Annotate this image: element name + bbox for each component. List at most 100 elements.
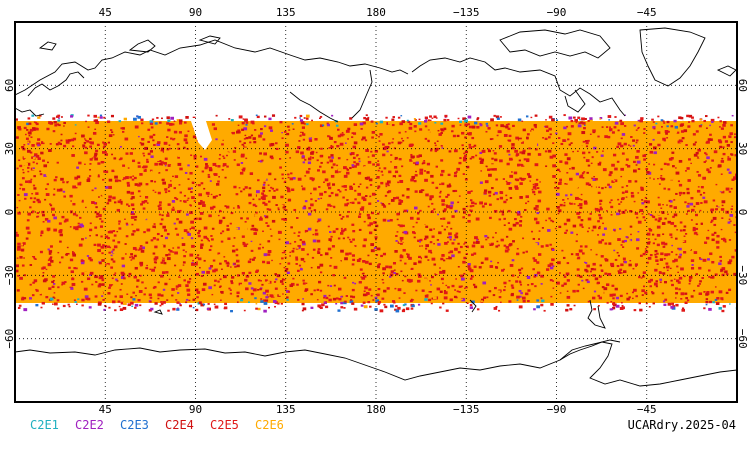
occultation-point bbox=[139, 304, 142, 307]
occultation-point bbox=[326, 161, 330, 164]
occultation-point bbox=[44, 217, 49, 221]
occultation-point bbox=[330, 191, 334, 195]
occultation-point bbox=[219, 278, 222, 281]
occultation-point bbox=[200, 246, 203, 249]
occultation-point bbox=[615, 304, 620, 308]
occultation-point bbox=[66, 217, 70, 220]
occultation-point bbox=[102, 246, 107, 250]
occultation-point bbox=[236, 295, 240, 298]
occultation-point bbox=[664, 217, 667, 220]
occultation-point bbox=[192, 182, 195, 184]
occultation-point bbox=[428, 249, 432, 253]
occultation-point bbox=[257, 179, 260, 182]
occultation-point bbox=[124, 185, 127, 188]
occultation-point bbox=[623, 142, 627, 146]
occultation-point bbox=[136, 279, 140, 282]
coastlines bbox=[15, 27, 737, 387]
occultation-point bbox=[374, 238, 377, 241]
occultation-point bbox=[392, 262, 397, 265]
occultation-point bbox=[601, 286, 605, 289]
occultation-point bbox=[190, 154, 193, 157]
occultation-point bbox=[216, 183, 220, 186]
occultation-point bbox=[248, 193, 252, 197]
occultation-point bbox=[338, 168, 342, 172]
occultation-point bbox=[588, 275, 591, 277]
occultation-point bbox=[528, 175, 532, 178]
occultation-point bbox=[214, 268, 218, 272]
occultation-point bbox=[728, 135, 732, 139]
occultation-point bbox=[665, 152, 669, 155]
occultation-point bbox=[242, 167, 246, 170]
occultation-point bbox=[729, 303, 731, 305]
occultation-point bbox=[552, 287, 555, 289]
occultation-point bbox=[182, 152, 185, 154]
occultation-point bbox=[248, 271, 252, 275]
occultation-point bbox=[669, 267, 672, 270]
occultation-point bbox=[67, 152, 71, 155]
occultation-point bbox=[290, 172, 293, 175]
occultation-point bbox=[566, 295, 571, 299]
occultation-point bbox=[464, 150, 468, 154]
occultation-point bbox=[95, 215, 99, 218]
occultation-point bbox=[369, 184, 373, 186]
occultation-point bbox=[521, 120, 524, 122]
occultation-point bbox=[174, 251, 178, 255]
occultation-point bbox=[463, 211, 467, 214]
occultation-point bbox=[353, 161, 356, 164]
occultation-point bbox=[592, 188, 594, 191]
occultation-point bbox=[530, 116, 533, 119]
occultation-point bbox=[156, 116, 159, 119]
occultation-point bbox=[362, 293, 367, 297]
coastline-antarctic-peninsula bbox=[559, 339, 621, 361]
occultation-point bbox=[525, 202, 528, 205]
occultation-point bbox=[241, 172, 245, 176]
occultation-point bbox=[398, 131, 401, 134]
occultation-point bbox=[166, 257, 171, 261]
occultation-point bbox=[478, 266, 482, 269]
occultation-point bbox=[641, 202, 645, 205]
occultation-point bbox=[287, 187, 291, 191]
occultation-point bbox=[268, 247, 272, 251]
occultation-point bbox=[79, 123, 83, 126]
occultation-point bbox=[543, 309, 546, 312]
occultation-point bbox=[287, 176, 290, 179]
occultation-point bbox=[217, 214, 220, 217]
occultation-point bbox=[339, 190, 342, 193]
occultation-point bbox=[721, 200, 726, 204]
occultation-point bbox=[610, 308, 614, 311]
occultation-point bbox=[333, 284, 336, 287]
occultation-point bbox=[179, 167, 183, 171]
occultation-point bbox=[103, 170, 106, 172]
occultation-point bbox=[449, 206, 453, 210]
occultation-point bbox=[533, 193, 536, 196]
occultation-point bbox=[98, 214, 102, 218]
occultation-point bbox=[580, 145, 583, 148]
occultation-point bbox=[84, 146, 88, 149]
occultation-point bbox=[22, 242, 26, 245]
occultation-point bbox=[221, 268, 223, 270]
occultation-point bbox=[133, 117, 137, 121]
occultation-point bbox=[113, 157, 117, 160]
occultation-point bbox=[507, 123, 510, 126]
occultation-point bbox=[167, 203, 171, 206]
occultation-point bbox=[647, 292, 650, 294]
occultation-point bbox=[450, 201, 454, 205]
occultation-point bbox=[718, 126, 721, 128]
occultation-point bbox=[281, 257, 284, 260]
occultation-point bbox=[544, 264, 548, 267]
occultation-point bbox=[365, 186, 369, 189]
occultation-point bbox=[312, 248, 316, 251]
occultation-point bbox=[349, 300, 354, 304]
occultation-point bbox=[364, 129, 368, 132]
occultation-point bbox=[123, 117, 128, 121]
occultation-point bbox=[303, 260, 306, 263]
occultation-point bbox=[256, 171, 260, 175]
occultation-point bbox=[166, 299, 169, 301]
occultation-point bbox=[645, 302, 648, 305]
occultation-point bbox=[272, 195, 276, 199]
occultation-point bbox=[60, 133, 63, 136]
occultation-point bbox=[410, 268, 413, 270]
occultation-point bbox=[219, 269, 222, 272]
occultation-point bbox=[591, 229, 594, 232]
occultation-point bbox=[620, 263, 624, 267]
